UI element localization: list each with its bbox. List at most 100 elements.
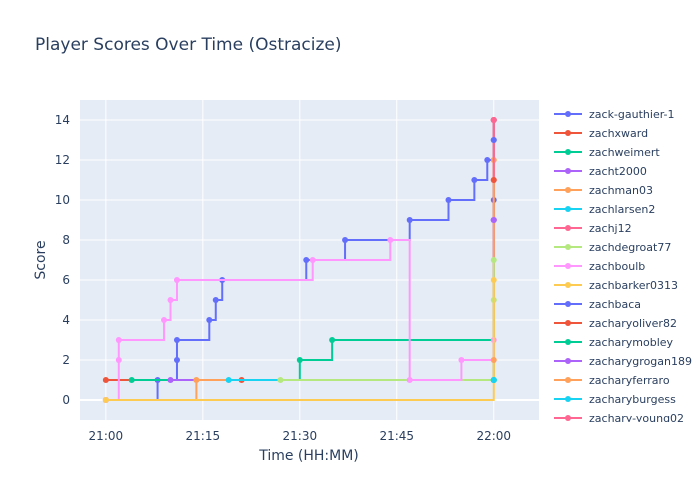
data-point xyxy=(193,377,200,383)
data-point xyxy=(329,337,336,343)
legend-label: zacharymobley xyxy=(589,336,674,349)
series-zacharyferraro xyxy=(490,357,497,363)
legend-swatch-marker xyxy=(565,130,571,136)
y-tick-label: 4 xyxy=(62,313,70,327)
legend-label: zachlarsen2 xyxy=(589,203,655,216)
legend-item[interactable]: zachj12 xyxy=(554,222,632,235)
legend-item[interactable]: zachman03 xyxy=(554,184,653,197)
data-point xyxy=(115,357,122,363)
data-point xyxy=(212,297,219,303)
data-point xyxy=(167,297,174,303)
legend-item[interactable]: zacht2000 xyxy=(554,165,647,178)
legend-swatch-marker xyxy=(565,206,571,212)
legend-label: zachbaca xyxy=(589,298,641,311)
legend-label: zacharygrogan189 xyxy=(589,355,692,368)
series-line xyxy=(105,239,495,401)
legend-swatch-marker xyxy=(565,149,571,155)
legend-swatch-marker xyxy=(565,377,571,383)
data-point xyxy=(161,317,168,323)
legend-item[interactable]: zachbarker0313 xyxy=(554,279,678,292)
data-point xyxy=(490,137,497,143)
x-tick-label: 22:00 xyxy=(476,429,511,443)
legend-swatch-marker xyxy=(565,244,571,250)
data-point xyxy=(490,217,497,223)
legend[interactable]: zack-gauthier-1 zachxward zachweimert zacht… xyxy=(554,108,692,425)
data-point xyxy=(303,257,310,263)
y-tick-label: 14 xyxy=(55,113,70,127)
series-zachary-young02 xyxy=(490,117,497,123)
legend-item[interactable]: zachxward xyxy=(554,127,648,140)
legend-label: zachj12 xyxy=(589,222,632,235)
legend-item[interactable]: zachlarsen2 xyxy=(554,203,655,216)
data-point xyxy=(342,237,349,243)
legend-swatch-marker xyxy=(565,339,571,345)
y-tick-label: 0 xyxy=(62,393,70,407)
legend-item[interactable]: zachbaca xyxy=(554,298,641,311)
legend-item[interactable]: zachweimert xyxy=(554,146,660,159)
legend-item[interactable]: zacharyoliver82 xyxy=(554,317,677,330)
data-point xyxy=(490,257,497,263)
legend-label: zacharyburgess xyxy=(589,393,676,406)
series-line xyxy=(105,280,495,401)
series-zachbarker0313 xyxy=(102,277,497,403)
legend-swatch-marker xyxy=(565,187,571,193)
legend-swatch-marker xyxy=(565,168,571,174)
legend-item[interactable]: zacharyferraro xyxy=(554,374,670,387)
series-zachboulb xyxy=(102,237,497,403)
data-point xyxy=(128,377,135,383)
data-point xyxy=(277,377,284,383)
y-axis-title: Score xyxy=(33,240,49,279)
data-point xyxy=(296,357,303,363)
legend-item[interactable]: zachboulb xyxy=(554,260,645,273)
data-point xyxy=(458,357,465,363)
series-zacharygrogan189 xyxy=(490,217,497,223)
data-point xyxy=(490,357,497,363)
legend-item[interactable]: zacharyburgess xyxy=(554,393,676,406)
legend-swatch-marker xyxy=(565,396,571,402)
legend-swatch-marker xyxy=(565,358,571,364)
data-point xyxy=(490,117,497,123)
legend-label: zachboulb xyxy=(589,260,645,273)
data-point xyxy=(309,257,316,263)
x-tick-label: 21:45 xyxy=(379,429,414,443)
y-tick-label: 10 xyxy=(55,193,70,207)
legend-item[interactable]: zachdegroat77 xyxy=(554,241,671,254)
series-zachbaca xyxy=(490,137,497,143)
legend-label: zachary-young02 xyxy=(589,412,684,425)
data-point xyxy=(173,277,180,283)
legend-swatch-marker xyxy=(565,263,571,269)
data-point xyxy=(445,197,452,203)
series-zacharyburgess xyxy=(490,377,497,383)
legend-item[interactable]: zacharygrogan189 xyxy=(554,355,692,368)
legend-item[interactable]: zachary-young02 xyxy=(554,412,684,425)
x-tick-label: 21:15 xyxy=(186,429,221,443)
legend-label: zachxward xyxy=(589,127,648,140)
legend-swatch-marker xyxy=(565,320,571,326)
data-point xyxy=(173,357,180,363)
series-layer xyxy=(102,117,497,403)
legend-item[interactable]: zacharymobley xyxy=(554,336,674,349)
legend-swatch-marker xyxy=(565,282,571,288)
ticks: 21:00 21:15 21:30 21:45 22:00 0 2 4 6 8 10 12 14 xyxy=(55,113,511,443)
x-axis-title: Time (HH:MM) xyxy=(258,448,359,464)
legend-swatch-marker xyxy=(565,301,571,307)
data-point xyxy=(490,177,497,183)
legend-swatch-marker xyxy=(565,225,571,231)
data-point xyxy=(490,277,497,283)
data-point xyxy=(206,317,213,323)
legend-swatch-marker xyxy=(565,111,571,117)
legend-label: zachdegroat77 xyxy=(589,241,671,254)
data-point xyxy=(406,377,413,383)
y-tick-label: 12 xyxy=(55,153,70,167)
legend-item[interactable]: zack-gauthier-1 xyxy=(554,108,675,121)
y-tick-label: 8 xyxy=(62,233,70,247)
data-point xyxy=(225,377,232,383)
data-point xyxy=(471,177,478,183)
x-tick-label: 21:00 xyxy=(89,429,124,443)
data-point xyxy=(173,337,180,343)
data-point xyxy=(102,397,109,403)
data-point xyxy=(102,377,109,383)
data-point xyxy=(387,237,394,243)
y-tick-label: 6 xyxy=(62,273,70,287)
